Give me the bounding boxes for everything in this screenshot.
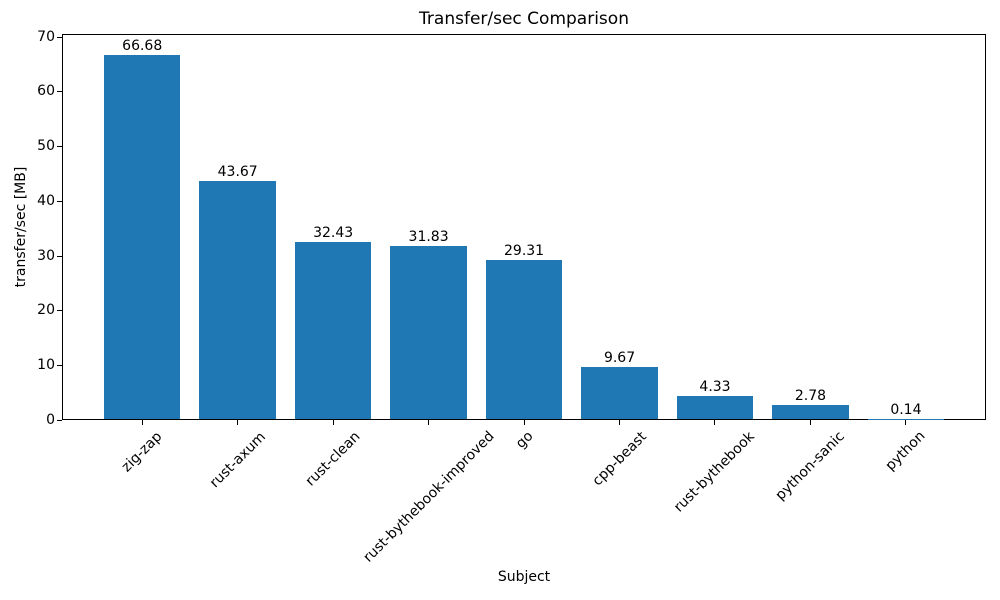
x-tick-label-rust-bythebook: rust-bythebook: [671, 428, 759, 516]
x-tick-mark: [428, 420, 430, 425]
bar-python-sanic: [772, 404, 849, 419]
y-tick-mark: [57, 91, 62, 92]
y-tick-mark: [57, 37, 62, 38]
bar-rust-bythebook-improved: [390, 245, 467, 419]
x-tick-label-python: python: [882, 428, 929, 475]
bar-value-label: 2.78: [794, 387, 827, 404]
x-tick-mark: [332, 420, 334, 425]
x-tick-label-python-sanic: python-sanic: [772, 428, 849, 504]
y-tick-mark: [57, 310, 62, 311]
y-tick-mark: [57, 420, 62, 421]
bar-value-label: 31.83: [408, 228, 449, 245]
chart-title: Transfer/sec Comparison: [419, 9, 629, 29]
x-tick-mark: [523, 420, 525, 425]
y-tick-label: 50: [37, 138, 55, 154]
y-tick-label: 40: [37, 193, 55, 209]
bar-value-label: 66.68: [122, 37, 163, 54]
x-tick-mark: [237, 420, 239, 425]
x-tick-label-rust-bythebook-improved: rust-bythebook-improved: [359, 428, 498, 566]
bar-zig-zap: [104, 54, 181, 419]
bar-value-label: 0.14: [890, 402, 922, 419]
bar-value-label: 29.31: [504, 242, 545, 259]
bar-value-label: 9.67: [603, 350, 636, 367]
bar-value-label: 43.67: [217, 163, 258, 180]
bar-rust-axum: [199, 180, 276, 419]
y-tick-mark: [57, 256, 62, 257]
bar-go: [485, 259, 563, 419]
x-tick-mark: [809, 420, 811, 425]
x-tick-label-go: go: [512, 428, 537, 452]
y-tick-label: 10: [37, 357, 55, 373]
x-tick-mark: [141, 420, 143, 425]
x-tick-label-cpp-beast: cpp-beast: [589, 428, 650, 489]
y-tick-label: 70: [37, 29, 55, 45]
bar-rust-clean: [294, 242, 372, 419]
x-tick-label-zig-zap: zig-zap: [118, 428, 166, 476]
y-tick-mark: [57, 146, 62, 147]
y-tick-label: 30: [37, 248, 55, 264]
x-tick-mark: [618, 420, 620, 425]
x-tick-label-rust-axum: rust-axum: [206, 428, 269, 491]
bar-value-label: 32.43: [313, 225, 354, 242]
y-tick-mark: [57, 365, 62, 366]
y-tick-label: 0: [46, 412, 55, 428]
x-tick-mark: [714, 420, 716, 425]
bar-cpp-beast: [581, 367, 658, 419]
bar-python: [867, 419, 944, 421]
y-tick-mark: [57, 201, 62, 202]
x-axis-label: Subject: [497, 569, 551, 585]
bar-value-label: 4.33: [699, 379, 731, 396]
y-tick-label: 60: [37, 83, 55, 99]
x-tick-mark: [905, 420, 907, 425]
bar-rust-bythebook: [676, 396, 754, 419]
x-tick-label-rust-clean: rust-clean: [302, 428, 364, 490]
y-tick-label: 20: [37, 302, 55, 318]
y-axis-label: transfer/sec [MB]: [13, 166, 29, 288]
